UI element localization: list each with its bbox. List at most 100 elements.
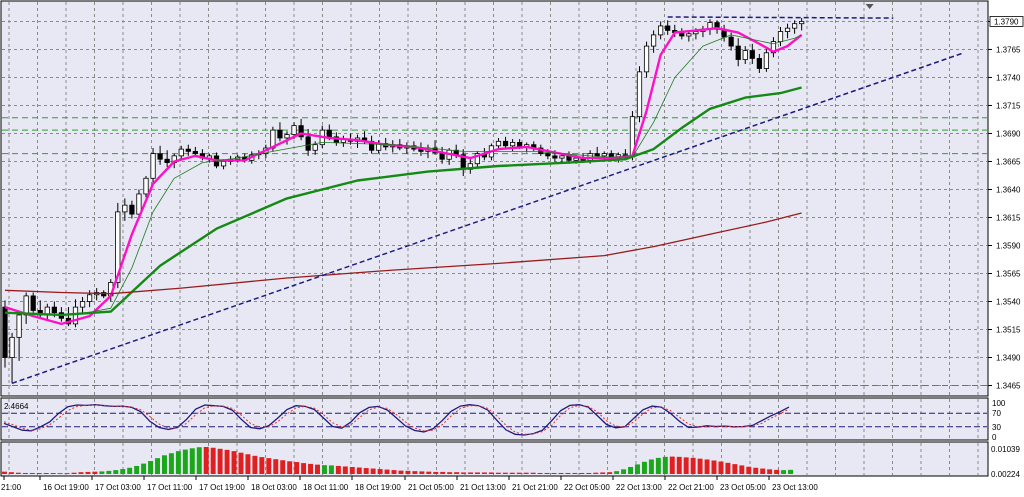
histogram-bar — [454, 472, 460, 474]
histogram-bar — [502, 472, 508, 474]
histogram-bar — [648, 459, 654, 474]
histogram-bar — [774, 469, 780, 474]
candle-body — [122, 204, 128, 213]
x-tick-label: 21:00 — [1, 483, 22, 492]
x-tick-label: 17 Oct 11:00 — [147, 483, 193, 492]
histogram-bar — [259, 457, 265, 474]
histogram-bar — [447, 472, 453, 474]
oscillator-panel[interactable] — [0, 397, 989, 441]
y-tick-label: 1.3540 — [996, 298, 1021, 307]
histogram-bar — [141, 463, 147, 474]
y-tick-label: 1.3740 — [996, 73, 1021, 82]
histogram-bar — [203, 446, 209, 474]
histogram-bar — [516, 472, 522, 474]
histogram-bar — [370, 468, 376, 474]
histogram-bar — [398, 470, 404, 474]
histogram-bar — [760, 468, 766, 474]
candle-body — [143, 177, 149, 195]
candle-body — [185, 148, 191, 152]
histogram-bar — [628, 466, 634, 474]
horizontal-levels — [2, 117, 987, 387]
histogram-bar — [781, 470, 787, 474]
histogram-bar — [99, 471, 105, 474]
x-tick-label: 23 Oct 05:00 — [720, 483, 766, 492]
histogram-bar — [558, 472, 564, 474]
histogram-bar — [579, 472, 585, 474]
histogram-bar — [210, 447, 216, 474]
histogram-bar — [64, 472, 70, 474]
y-tick-label: 1.3690 — [996, 129, 1021, 138]
x-tick-label: 17 Oct 03:00 — [95, 483, 141, 492]
histogram-bar — [349, 466, 355, 474]
histogram-bar — [669, 456, 675, 474]
trendlines — [11, 16, 965, 384]
candle-body — [658, 25, 664, 36]
histogram-bar — [746, 466, 752, 474]
candle-body — [474, 153, 480, 165]
histogram-bar — [161, 455, 167, 474]
histogram-bar — [106, 470, 112, 474]
price-panel[interactable] — [0, 0, 989, 397]
candle-body — [792, 23, 798, 29]
y-tick-label: 1.3640 — [996, 185, 1021, 194]
histogram-bar — [120, 469, 126, 474]
y-tick-label: 1.3565 — [996, 269, 1021, 278]
histogram-bar — [280, 460, 286, 474]
histogram-bar — [718, 461, 724, 474]
moving-average-line — [4, 86, 802, 317]
histogram-bar — [753, 467, 759, 474]
histogram-bar — [614, 471, 620, 474]
x-tick-label: 22 Oct 21:00 — [668, 483, 714, 492]
x-tick-label: 21 Oct 13:00 — [460, 483, 506, 492]
histogram-bars — [2, 446, 793, 474]
oscillator-value-label: 2.4664 — [4, 402, 29, 411]
candle-body — [157, 153, 163, 160]
histogram-bar — [189, 448, 195, 474]
histogram-bar — [113, 470, 119, 474]
histogram-bar — [168, 453, 174, 474]
histogram-bar — [50, 473, 56, 474]
histogram-bar — [523, 472, 529, 474]
histogram-bottom-label: 0.00224 — [991, 470, 1020, 479]
histogram-bar — [92, 471, 98, 474]
histogram-bar — [655, 457, 661, 474]
y-tick-label: 1.3765 — [996, 45, 1021, 54]
y-tick-label: 1.3665 — [996, 157, 1021, 166]
candle-body — [79, 301, 86, 308]
moving-average-line — [4, 34, 802, 316]
histogram-bar — [266, 458, 272, 474]
oscillator-tick-label: 0 — [992, 433, 997, 442]
candle-body — [784, 27, 791, 32]
histogram-bar — [433, 471, 439, 474]
y-tick-label: 1.3465 — [996, 382, 1021, 391]
y-tick-label: 1.3615 — [996, 213, 1021, 222]
histogram-bar — [36, 473, 42, 474]
histogram-bar — [426, 471, 432, 474]
candle-body — [573, 157, 579, 161]
candle-body — [220, 161, 227, 167]
histogram-bar — [621, 469, 627, 474]
candle-body — [30, 295, 36, 311]
candle-body — [72, 306, 79, 325]
histogram-bar — [217, 448, 223, 474]
y-tick-label: 1.3590 — [996, 241, 1021, 250]
histogram-bar — [683, 457, 689, 474]
histogram-bar — [175, 451, 181, 474]
candle-body — [502, 140, 509, 147]
histogram-bar — [725, 462, 731, 474]
axis-labels: 1.3790 1.3765 1.3740 1.3715 1.3690 1.3665 1.36… — [1, 4, 1024, 492]
histogram-bar — [252, 455, 258, 474]
candle-body — [594, 153, 600, 157]
x-tick-label: 22 Oct 05:00 — [564, 483, 610, 492]
histogram-bar — [586, 472, 592, 474]
histogram-bar — [196, 447, 202, 474]
chart-shift-marker — [865, 4, 874, 9]
histogram-bar — [739, 465, 745, 474]
candle-body — [552, 155, 558, 159]
candle-body — [192, 150, 198, 155]
trendline — [667, 16, 894, 19]
histogram-bar — [22, 472, 28, 474]
histogram-bar — [412, 471, 418, 474]
